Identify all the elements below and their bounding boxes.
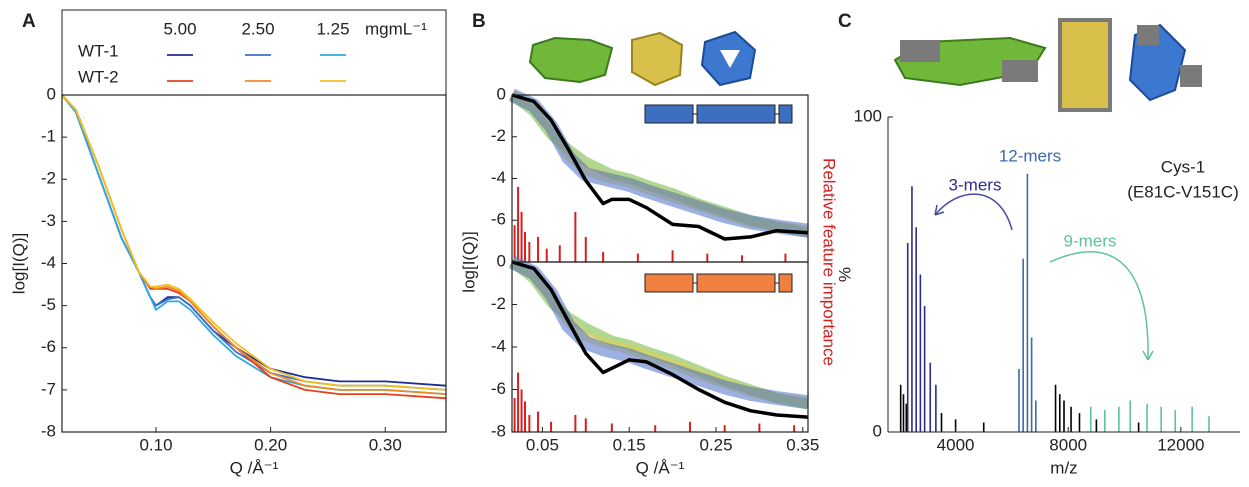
panel-label: A [22, 11, 36, 32]
x-tick-label: 12000 [1157, 435, 1204, 454]
annotation: Cys-1 [1161, 157, 1205, 176]
x-axis-label: Q /Å⁻¹ [636, 458, 685, 477]
panel-label: C [838, 11, 852, 32]
legend-row-label: WT-1 [78, 41, 119, 60]
line [511, 93, 809, 241]
y-axis-label: log[I(Q)] [459, 231, 478, 292]
x-tick-label: 0.25 [699, 435, 732, 454]
line [61, 94, 447, 400]
x-axis-label: m/z [1050, 458, 1077, 477]
y-axis-label: % [835, 267, 854, 282]
x-tick-label: 0.30 [369, 435, 402, 454]
x-tick-label: 0.05 [526, 435, 559, 454]
y-tick-label: 0 [497, 84, 506, 103]
y-tick-label: -6 [491, 210, 506, 229]
line [61, 94, 447, 387]
y-tick-label: 0 [873, 421, 882, 440]
x-tick-label: 0.10 [139, 435, 172, 454]
y-tick-label: 0 [47, 84, 56, 103]
series-annotation: 9-mers [1064, 231, 1117, 250]
y-tick-label: -6 [491, 379, 506, 398]
y-tick-label: -5 [41, 295, 56, 314]
y-tick-label: -4 [491, 168, 506, 187]
series-annotation: 3-mers [949, 175, 1002, 194]
y2-axis-label: Relative feature importance [820, 158, 839, 366]
line [61, 94, 447, 395]
panel-label: B [472, 11, 486, 32]
y-tick-label: 0 [497, 251, 506, 270]
legend-column-label: 1.25 [316, 19, 349, 38]
domain-diagram [644, 104, 793, 293]
x-tick-label: 0.35 [786, 435, 819, 454]
y-tick-label: -1 [41, 127, 56, 146]
ensemble-band [508, 255, 809, 410]
x-tick-label: 0.20 [254, 435, 287, 454]
legend-unit: mgmL⁻¹ [365, 19, 427, 38]
line [511, 260, 809, 419]
line [61, 94, 447, 391]
y-axis-label: log[I(Q)] [9, 233, 28, 294]
y-tick-label: -7 [41, 379, 56, 398]
y-tick-label: -8 [491, 421, 506, 440]
legend-column-label: 5.00 [163, 19, 196, 38]
y-tick-label: -2 [491, 126, 506, 145]
x-tick-label: 8000 [1049, 435, 1087, 454]
legend-column-label: 2.50 [241, 19, 274, 38]
y-tick-label: -4 [41, 253, 56, 272]
y-tick-label: 100 [854, 106, 882, 125]
x-tick-label: 0.15 [613, 435, 646, 454]
line [61, 94, 447, 391]
legend-row-label: WT-2 [78, 67, 119, 86]
y-tick-label: -6 [41, 337, 56, 356]
y-tick-label: -8 [41, 421, 56, 440]
structure-icons [528, 18, 1202, 112]
x-tick-label: 4000 [937, 435, 975, 454]
y-tick-label: -3 [41, 211, 56, 230]
line [61, 94, 447, 395]
y-tick-label: -2 [41, 169, 56, 188]
arrows [934, 193, 1154, 361]
annotation: (E81C-V151C) [1127, 182, 1239, 201]
y-tick-label: -4 [491, 336, 506, 355]
series-annotation: 12-mers [999, 146, 1061, 165]
x-axis-label: Q /Å⁻¹ [230, 458, 279, 477]
ensemble-band [508, 88, 809, 238]
y-tick-label: -2 [491, 294, 506, 313]
